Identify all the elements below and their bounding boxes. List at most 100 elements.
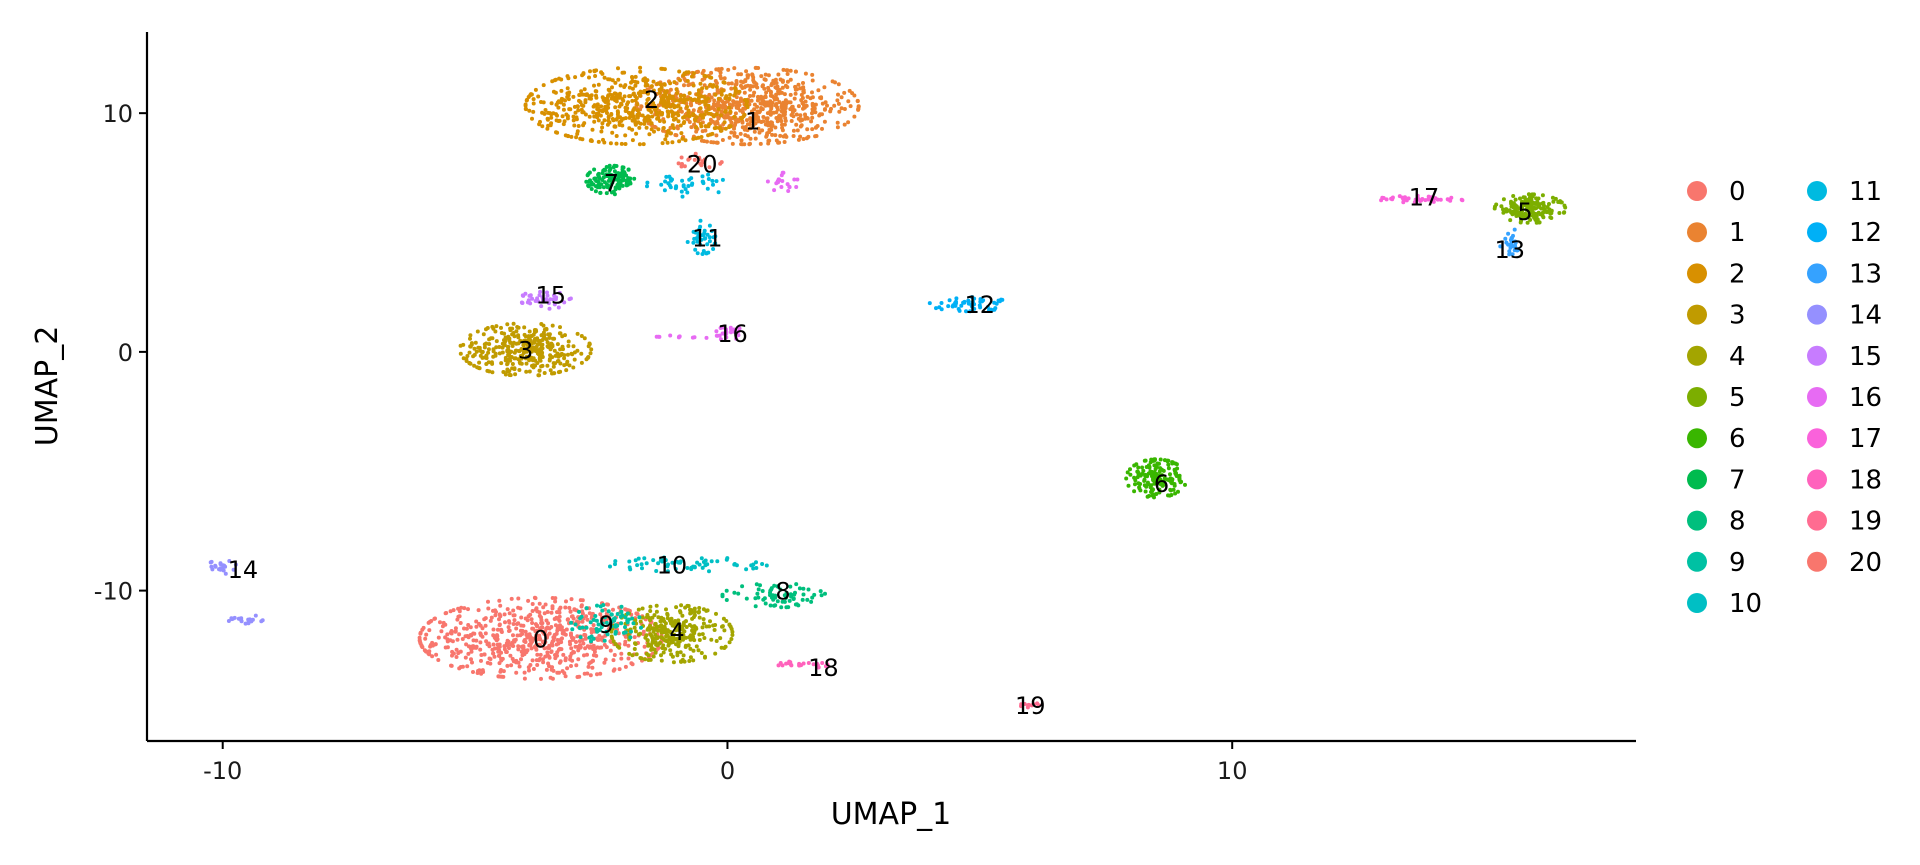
point	[1401, 200, 1406, 205]
point	[633, 558, 638, 563]
point	[788, 584, 793, 589]
point	[556, 119, 561, 123]
point	[535, 652, 540, 657]
point	[777, 91, 782, 96]
legend-item-8: 8	[1687, 507, 1746, 537]
point	[612, 618, 617, 623]
point	[784, 605, 789, 610]
cluster-label-8: 8	[775, 578, 790, 606]
point	[832, 103, 837, 108]
point	[1529, 193, 1534, 198]
point	[546, 661, 551, 666]
point	[663, 629, 668, 633]
point	[1528, 206, 1533, 211]
point	[801, 661, 806, 666]
point	[704, 251, 709, 256]
point	[755, 591, 760, 596]
point	[691, 229, 696, 234]
point	[739, 72, 743, 77]
point	[765, 100, 770, 105]
point	[822, 107, 827, 112]
point	[696, 69, 700, 74]
point	[519, 623, 524, 628]
point	[573, 622, 578, 627]
point	[749, 119, 753, 124]
point	[638, 631, 643, 636]
point	[793, 69, 798, 74]
point	[480, 349, 485, 354]
cluster-6-points	[1124, 457, 1187, 500]
point	[545, 625, 550, 630]
point	[694, 136, 699, 141]
point	[609, 612, 614, 617]
x-axis-title: UMAP_1	[831, 797, 952, 832]
point	[720, 594, 725, 599]
point	[497, 598, 502, 603]
point	[538, 652, 543, 657]
cluster-label-18: 18	[808, 654, 839, 682]
point	[227, 559, 232, 563]
cluster-2-points	[523, 65, 750, 147]
cluster-17-points	[1379, 193, 1465, 205]
point	[507, 611, 512, 616]
point	[755, 98, 760, 103]
point	[530, 658, 535, 663]
point	[852, 114, 857, 119]
point	[462, 606, 467, 611]
point	[687, 91, 692, 96]
point	[678, 636, 683, 641]
point	[583, 100, 588, 105]
point	[609, 96, 614, 101]
point	[785, 182, 790, 187]
point	[511, 622, 516, 626]
point	[773, 77, 778, 82]
point	[564, 368, 569, 373]
point	[523, 629, 528, 634]
point	[756, 126, 761, 131]
point	[594, 618, 599, 623]
point	[760, 562, 765, 566]
point	[534, 624, 539, 629]
point	[579, 360, 584, 365]
point	[540, 110, 545, 115]
point	[617, 122, 622, 127]
point	[558, 347, 563, 352]
point	[801, 592, 806, 597]
point	[547, 358, 552, 363]
point	[794, 582, 799, 587]
point	[665, 616, 670, 621]
point	[996, 298, 1001, 303]
point	[583, 92, 588, 97]
point	[476, 669, 480, 673]
point	[517, 664, 522, 669]
point	[519, 644, 524, 649]
point	[696, 109, 701, 114]
point	[708, 619, 712, 624]
point	[430, 654, 435, 659]
point	[472, 346, 477, 351]
point	[479, 658, 483, 663]
point	[584, 606, 589, 611]
point	[511, 613, 516, 618]
point	[745, 128, 750, 133]
point	[573, 75, 578, 80]
point	[572, 104, 577, 109]
point	[1563, 205, 1568, 210]
point	[569, 631, 573, 636]
point	[451, 608, 456, 613]
point	[800, 597, 805, 602]
point	[693, 625, 698, 630]
point	[569, 620, 574, 625]
point	[691, 98, 695, 103]
point	[650, 114, 655, 119]
point	[613, 562, 617, 567]
point	[535, 663, 540, 667]
point	[765, 179, 770, 184]
point	[1501, 210, 1506, 215]
point	[468, 333, 473, 338]
point	[588, 620, 593, 625]
point	[743, 133, 748, 138]
point	[796, 104, 801, 109]
point	[766, 103, 771, 108]
point	[769, 124, 774, 129]
